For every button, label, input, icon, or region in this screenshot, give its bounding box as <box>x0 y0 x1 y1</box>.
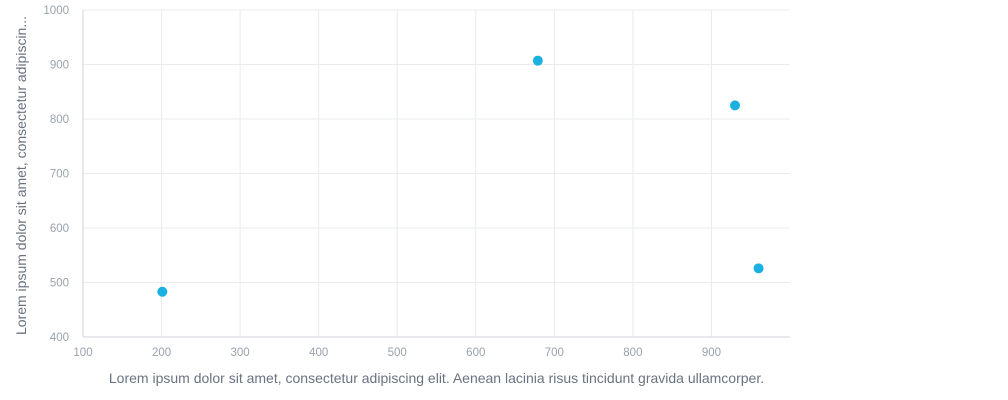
y-tick-label: 600 <box>50 223 69 235</box>
y-tick-label: 700 <box>50 169 69 181</box>
y-axis-title: Lorem ipsum dolor sit amet, consectetur … <box>13 16 29 335</box>
scatter-point <box>157 286 168 297</box>
y-tick-label: 1000 <box>43 5 69 17</box>
x-tick-label: 100 <box>73 347 92 359</box>
scatter-point <box>753 263 764 274</box>
tick-labels: 100 200 300 400 500 600 700 800 900 400 500 600 700 8… <box>43 5 721 359</box>
data-points <box>157 55 764 297</box>
x-tick-label: 700 <box>545 347 564 359</box>
x-axis-title: Lorem ipsum dolor sit amet, consectetur … <box>109 370 764 386</box>
axes <box>82 10 790 338</box>
y-tick-label: 900 <box>50 60 69 72</box>
x-tick-label: 300 <box>231 347 250 359</box>
x-tick-label: 200 <box>152 347 171 359</box>
y-tick-label: 400 <box>50 332 69 344</box>
y-tick-label: 500 <box>50 278 69 290</box>
x-tick-label: 800 <box>623 347 642 359</box>
grid <box>83 9 790 337</box>
x-tick-label: 400 <box>309 347 328 359</box>
x-tick-label: 500 <box>388 347 407 359</box>
scatter-point <box>532 55 543 66</box>
y-tick-label: 800 <box>50 114 69 126</box>
scatter-point <box>730 100 741 111</box>
x-tick-label: 600 <box>466 347 485 359</box>
x-tick-label: 900 <box>702 347 721 359</box>
